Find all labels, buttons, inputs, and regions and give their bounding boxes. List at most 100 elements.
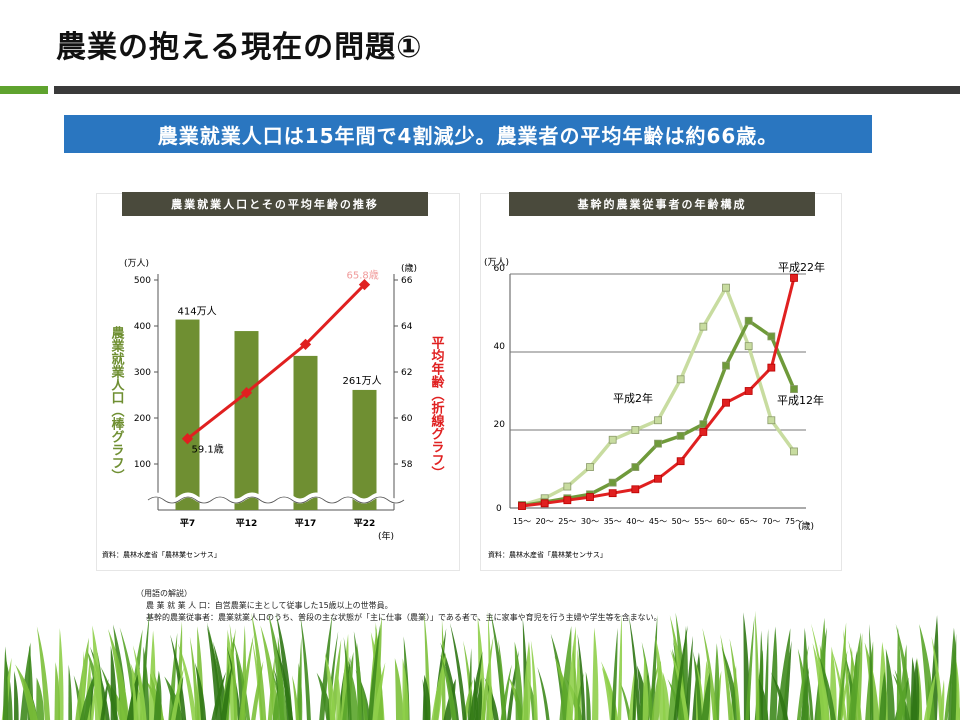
y-right-unit: (歳) bbox=[401, 262, 417, 274]
grass-blade bbox=[673, 625, 688, 720]
series-marker-1 bbox=[699, 322, 708, 331]
grass-blade bbox=[402, 658, 409, 720]
data-label: 261万人 bbox=[343, 375, 382, 387]
series-marker-1 bbox=[563, 482, 572, 491]
grass-blade bbox=[349, 668, 358, 720]
bar-平17 bbox=[293, 355, 318, 510]
grass-blade bbox=[720, 634, 733, 720]
grass-blade bbox=[837, 622, 847, 720]
x-tick-label: 55～ bbox=[694, 517, 712, 526]
x-tick-label: 50～ bbox=[672, 517, 690, 526]
grass-blade bbox=[194, 662, 207, 720]
grass-blade bbox=[948, 627, 957, 720]
data-label: 65.8歳 bbox=[347, 270, 379, 282]
x-tick-label: 45～ bbox=[649, 517, 667, 526]
population-age-chart: (万人) (歳) (年) 資料：農林水産省「農林業センサス」 農業就業人口（棒グ… bbox=[102, 258, 446, 559]
series-marker-2 bbox=[767, 332, 776, 341]
grass-blade bbox=[171, 666, 185, 720]
age-structure-chart: (万人) (歳) 資料：農林水産省「農林業センサス」 0 20 40 60 15～ 20… bbox=[484, 257, 825, 559]
grass-blade bbox=[36, 677, 45, 720]
axis-break bbox=[146, 492, 406, 504]
grass-blade bbox=[591, 627, 599, 720]
y-right-axis-label: 平均年齢（折線グラフ） bbox=[429, 336, 446, 479]
grass-blade bbox=[54, 662, 61, 720]
grass-blade bbox=[923, 672, 936, 720]
grass-blade bbox=[498, 639, 506, 720]
x-tick-label: 30～ bbox=[581, 517, 599, 526]
grass-blade bbox=[440, 654, 457, 720]
grass-blade bbox=[770, 672, 789, 720]
grass-blade bbox=[487, 610, 493, 720]
series-marker-2 bbox=[699, 420, 708, 429]
series-marker-1 bbox=[631, 426, 640, 434]
series-marker-3 bbox=[790, 274, 798, 282]
grass-blade bbox=[848, 632, 861, 720]
data-label: 59.1歳 bbox=[192, 444, 224, 456]
glossary-line: 農 業 就 業 人 口：自営農業に主として従事した15歳以上の世帯員。 bbox=[146, 601, 393, 610]
source-note: 資料：農林水産省「農林業センサス」 bbox=[102, 550, 221, 559]
series-marker-3 bbox=[563, 496, 572, 505]
grass-blade bbox=[75, 637, 89, 720]
grass-blade bbox=[131, 668, 138, 720]
grass-blade bbox=[336, 666, 341, 720]
y-tick-label: 60 bbox=[494, 264, 506, 274]
series-marker-3 bbox=[676, 457, 685, 466]
grass-blade bbox=[577, 633, 586, 720]
x-tick-label: 75～ bbox=[785, 517, 803, 526]
grass-blade bbox=[108, 629, 130, 720]
y-right-tick-label: 62 bbox=[401, 368, 412, 378]
x-axis-unit: (年) bbox=[378, 530, 394, 542]
grass-blade bbox=[642, 655, 649, 720]
grass-blade bbox=[474, 677, 483, 720]
series-marker-2 bbox=[676, 431, 685, 440]
grass-blade bbox=[356, 642, 362, 720]
grass-blade bbox=[300, 615, 311, 720]
grass-blade bbox=[36, 626, 51, 720]
grass-blade bbox=[229, 623, 238, 720]
series-line-3 bbox=[521, 277, 796, 508]
y-axis-unit: (万人) bbox=[484, 257, 509, 268]
grass-blade bbox=[469, 651, 483, 720]
y-left-tick-label: 300 bbox=[134, 368, 151, 378]
grass-blade bbox=[153, 670, 162, 720]
grass-blade bbox=[684, 635, 693, 720]
data-label: 414万人 bbox=[178, 306, 217, 318]
grass-blade bbox=[372, 662, 386, 720]
grass-blade bbox=[2, 646, 8, 720]
series-marker-1 bbox=[767, 416, 776, 425]
grass-blade bbox=[297, 636, 302, 720]
grass-blade bbox=[764, 628, 769, 720]
series-label: 平成2年 bbox=[613, 391, 653, 405]
grass-blade bbox=[796, 644, 809, 720]
grass-decoration bbox=[1, 610, 960, 720]
grass-blade bbox=[177, 643, 197, 720]
grass-blade bbox=[189, 636, 200, 720]
series-marker-2 bbox=[608, 478, 617, 487]
series-marker-2 bbox=[722, 361, 730, 370]
average-age-marker bbox=[240, 387, 253, 399]
page-title: 農業の抱える現在の問題① bbox=[56, 30, 423, 65]
x-tick-label: 25～ bbox=[558, 517, 576, 526]
glossary: （用語の解説） 農 業 就 業 人 口：自営農業に主として従事した15歳以上の世… bbox=[136, 588, 662, 624]
series-line-1 bbox=[521, 283, 796, 507]
y-left-axis-label: 農業就業人口（棒グラフ） bbox=[109, 325, 126, 482]
y-left-tick-label: 500 bbox=[134, 276, 151, 286]
grass-blade bbox=[885, 648, 895, 720]
grass-blade bbox=[939, 679, 945, 720]
x-tick-label: 平22 bbox=[354, 518, 376, 529]
grass-blade bbox=[81, 650, 85, 720]
y-right-tick-label: 66 bbox=[401, 276, 413, 286]
series-marker-1 bbox=[790, 447, 798, 456]
series-marker-2 bbox=[654, 439, 662, 448]
bar-平22 bbox=[352, 389, 377, 510]
series-marker-2 bbox=[631, 463, 640, 471]
y-right-tick-label: 64 bbox=[401, 322, 413, 332]
grass-blade bbox=[275, 645, 294, 720]
grass-blade bbox=[585, 671, 591, 720]
grass-blade bbox=[260, 625, 280, 720]
y-left-tick-label: 200 bbox=[134, 414, 151, 424]
grass-blade bbox=[422, 679, 428, 720]
x-tick-label: 40～ bbox=[626, 517, 644, 526]
grass-blade bbox=[628, 615, 641, 720]
x-tick-label: 平12 bbox=[236, 518, 258, 529]
